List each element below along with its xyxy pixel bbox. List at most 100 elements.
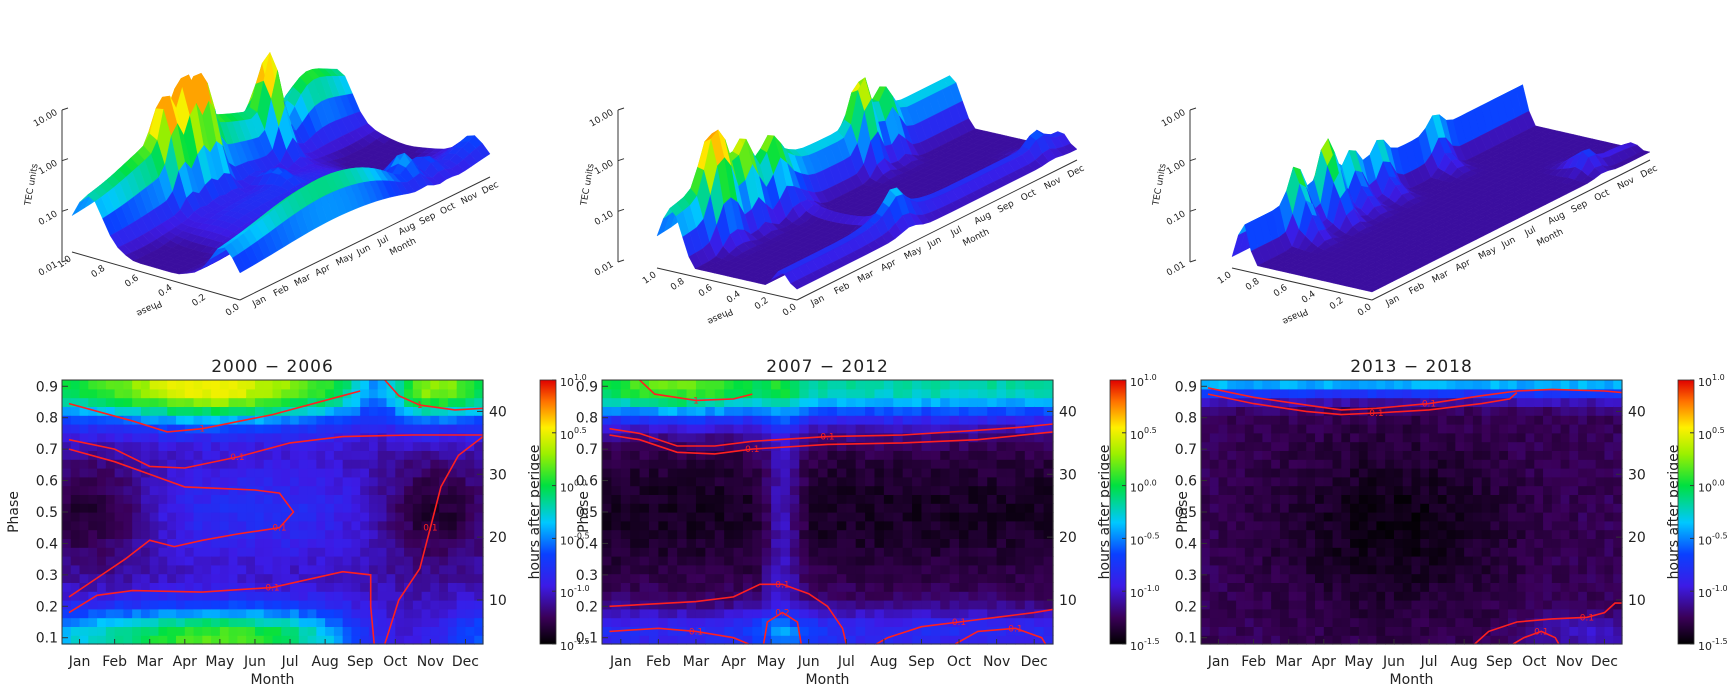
heatmap-cell (677, 432, 688, 443)
heatmap-cell (1218, 380, 1228, 390)
heatmap-cell (1402, 380, 1413, 390)
heatmap-cell (1569, 582, 1579, 592)
heatmap-cell (752, 485, 763, 495)
heatmap-cell (1279, 459, 1290, 469)
heatmap-cell (421, 406, 431, 416)
heatmap-cell (1411, 485, 1421, 495)
heatmap-cell (430, 564, 440, 575)
heatmap-cell (695, 512, 706, 522)
heatmap-cell (602, 529, 612, 539)
heatmap-cell (1446, 485, 1456, 495)
heatmap-cell (611, 441, 622, 451)
heatmap-cell (342, 468, 353, 478)
heatmap-cell (1271, 397, 1281, 407)
heatmap-cell (1464, 617, 1474, 627)
heatmap-cell (827, 380, 838, 390)
heatmap-cell (695, 564, 706, 575)
heatmap-cell (1613, 424, 1623, 434)
heatmap-cell (1604, 494, 1614, 504)
contour-label: 0.1 (689, 627, 703, 637)
heatmap-cell (733, 494, 744, 504)
heatmap-cell (105, 485, 116, 495)
heatmap-cell (176, 626, 186, 636)
heatmap-cell (639, 388, 650, 399)
heatmap-cell (1613, 415, 1623, 425)
colorbar-tick-label: 100.0 (560, 479, 587, 495)
heatmap-cell (439, 608, 449, 619)
heatmap-cell (818, 388, 829, 399)
heatmap-cell (1358, 459, 1369, 469)
heatmap-cell (1227, 468, 1237, 478)
heatmap-cell (1393, 476, 1404, 487)
heatmap-cell (1429, 582, 1439, 592)
heatmap-cell (1481, 459, 1492, 469)
heatmap-cell (1358, 582, 1369, 592)
heatmap-cell (686, 468, 697, 478)
heatmap-cell (968, 432, 979, 443)
heatmap-cell (1613, 520, 1623, 531)
heatmap-cell (742, 432, 753, 443)
heatmap-cell (1578, 520, 1588, 531)
heatmap-cell (1446, 547, 1456, 557)
heatmap-cell (724, 494, 735, 504)
heatmap-cell (456, 441, 467, 451)
heatmap-cell (987, 538, 998, 548)
heatmap-cell (474, 468, 484, 478)
colorbar-tick-label: 100.0 (1130, 479, 1157, 495)
x-tick-label: Jun (1382, 654, 1405, 670)
heatmap-cell (1209, 635, 1220, 645)
heatmap-cell (1507, 564, 1518, 575)
heatmap-cell (211, 547, 221, 557)
heatmap-cell (893, 547, 904, 557)
heatmap-cell (1006, 556, 1017, 566)
heatmap-cell (855, 626, 866, 636)
heatmap-cell (368, 512, 379, 522)
heatmap-cell (1534, 564, 1544, 575)
heatmap-cell (648, 626, 659, 636)
heatmap-cell (439, 388, 449, 399)
heatmap-cell (968, 582, 979, 592)
heatmap-cell (1516, 529, 1527, 539)
heatmap-cell (246, 626, 256, 636)
heatmap-cell (1015, 459, 1026, 469)
heatmap-cell (1227, 494, 1237, 504)
heatmap-cell (176, 520, 186, 531)
heatmap-cell (307, 600, 317, 610)
heatmap-cell (430, 441, 440, 451)
heatmap-cell (921, 538, 932, 548)
heatmap-cell (1015, 485, 1026, 495)
heatmap-cell (430, 415, 440, 425)
heatmap-cell (1297, 380, 1307, 390)
heatmap-cell (1578, 635, 1588, 645)
heatmap-cell (1209, 459, 1220, 469)
heatmap-cell (70, 556, 81, 566)
heatmap-cell (325, 503, 335, 513)
heatmap-cell (1288, 476, 1299, 487)
heatmap-cell (1525, 397, 1535, 407)
heatmap-cell (237, 441, 247, 451)
heatmap-cell (808, 529, 819, 539)
heatmap-cell (1490, 468, 1500, 478)
heatmap-cell (219, 415, 230, 425)
heatmap-cell (667, 432, 678, 443)
heatmap-cell (1209, 450, 1220, 460)
heatmap-cell (1560, 529, 1570, 539)
heatmap-cell (695, 547, 706, 557)
heatmap-cell (1271, 547, 1281, 557)
heatmap-cell (386, 494, 396, 504)
heatmap-cell (290, 512, 300, 522)
heatmap-cell (771, 626, 782, 636)
heatmap-cell (1006, 617, 1017, 627)
heatmap-cell (771, 388, 782, 399)
heatmap-cell (1393, 468, 1404, 478)
heatmap-cell (714, 432, 725, 443)
heatmap-cell (1499, 397, 1509, 407)
heatmap-cell (184, 573, 195, 583)
heatmap-cell (742, 564, 753, 575)
heatmap-cell (211, 397, 221, 407)
heatmap-cell (1323, 512, 1334, 522)
heatmap-cell (211, 591, 221, 601)
heatmap-cell (912, 388, 923, 399)
heatmap-cell (836, 591, 847, 601)
heatmap-cell (648, 485, 659, 495)
